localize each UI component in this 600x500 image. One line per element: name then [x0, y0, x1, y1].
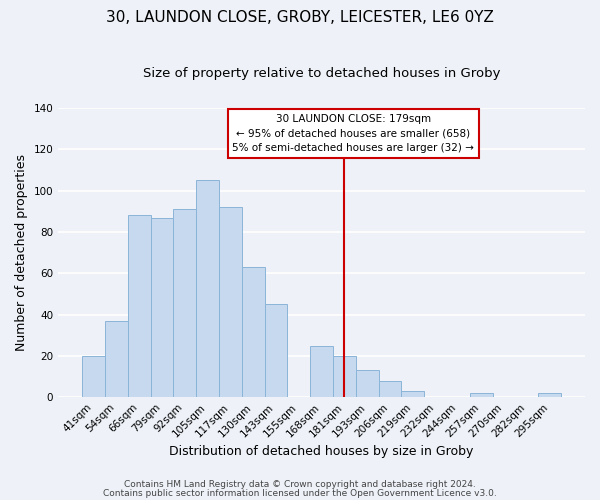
Y-axis label: Number of detached properties: Number of detached properties — [15, 154, 28, 351]
Title: Size of property relative to detached houses in Groby: Size of property relative to detached ho… — [143, 68, 500, 80]
Bar — [356, 370, 379, 397]
Bar — [242, 267, 265, 397]
X-axis label: Distribution of detached houses by size in Groby: Distribution of detached houses by size … — [169, 444, 474, 458]
Bar — [105, 321, 128, 397]
Bar — [128, 216, 151, 397]
Bar — [151, 218, 173, 397]
Text: Contains HM Land Registry data © Crown copyright and database right 2024.: Contains HM Land Registry data © Crown c… — [124, 480, 476, 489]
Bar — [82, 356, 105, 397]
Bar — [470, 393, 493, 397]
Bar — [379, 380, 401, 397]
Bar — [310, 346, 333, 397]
Bar — [265, 304, 287, 397]
Bar — [173, 210, 196, 397]
Bar — [333, 356, 356, 397]
Text: 30, LAUNDON CLOSE, GROBY, LEICESTER, LE6 0YZ: 30, LAUNDON CLOSE, GROBY, LEICESTER, LE6… — [106, 10, 494, 25]
Text: 30 LAUNDON CLOSE: 179sqm
← 95% of detached houses are smaller (658)
5% of semi-d: 30 LAUNDON CLOSE: 179sqm ← 95% of detach… — [232, 114, 474, 154]
Bar — [538, 393, 561, 397]
Text: Contains public sector information licensed under the Open Government Licence v3: Contains public sector information licen… — [103, 489, 497, 498]
Bar — [219, 207, 242, 397]
Bar — [196, 180, 219, 397]
Bar — [401, 391, 424, 397]
